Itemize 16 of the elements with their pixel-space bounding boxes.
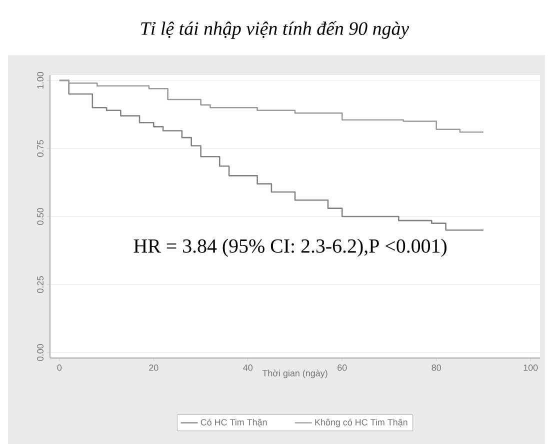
y-tick-label: 0.50 xyxy=(37,208,44,225)
annotation: HR = 3.84 (95% CI: 2.3-6.2),P <0.001) xyxy=(134,238,446,257)
x-tick-label: 40 xyxy=(243,364,253,371)
x-tick-label: 20 xyxy=(149,364,158,371)
x-tick-label: 0 xyxy=(57,364,62,371)
legend-label: Không có HC Tim Thận xyxy=(315,418,408,428)
y-tick-label: 0.00 xyxy=(37,344,44,361)
y-tick-label: 0.75 xyxy=(37,140,44,157)
y-tick-label: 0.25 xyxy=(37,276,44,293)
legend-label: Có HC Tim Thận xyxy=(200,418,267,427)
chart-title: Tỉ lệ tái nhập viện tính đến 90 ngày xyxy=(141,21,410,39)
x-axis-title: Thời gian (ngày) xyxy=(262,370,328,378)
x-tick-label: 80 xyxy=(432,364,441,371)
x-tick-label: 60 xyxy=(338,364,347,371)
x-tick-label: 100 xyxy=(524,364,538,371)
y-tick-label: 1.00 xyxy=(37,72,44,88)
